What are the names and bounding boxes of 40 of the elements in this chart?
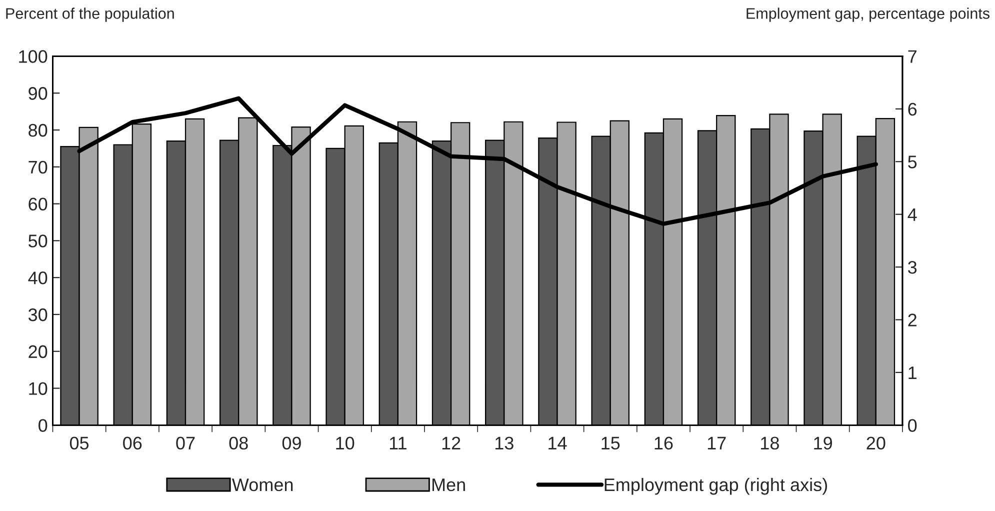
legend-label: Employment gap (right axis) [604, 478, 827, 495]
y2-tick-label: 0 [908, 419, 917, 432]
y2-tick-label: 4 [908, 208, 917, 221]
y2-tick-label: 3 [908, 260, 917, 274]
y-tick-label: 90 [28, 87, 48, 100]
legend-label: Men [432, 478, 465, 492]
x-tick-label: 10 [336, 436, 354, 450]
x-tick-label: 12 [442, 436, 460, 450]
x-tick-label: 18 [761, 436, 779, 450]
y-tick-label: 0 [38, 419, 48, 432]
y2-tick-label: 1 [908, 366, 916, 379]
y-tick-label: 60 [28, 198, 48, 211]
x-tick-label: 20 [866, 436, 886, 450]
legend-label: Women [232, 478, 293, 492]
y-tick-label: 70 [28, 160, 48, 174]
y-tick-label: 20 [28, 345, 48, 358]
y-tick-label: 10 [29, 382, 48, 395]
y2-axis-title: Employment gap, percentage points [746, 8, 990, 22]
y-axis-title: Percent of the population [6, 8, 174, 22]
x-tick-label: 14 [548, 436, 567, 450]
x-tick-label: 11 [390, 436, 406, 450]
x-tick-label: 13 [495, 436, 514, 450]
y-tick-label: 50 [28, 234, 48, 248]
x-tick-label: 15 [602, 436, 620, 450]
x-tick-label: 05 [70, 436, 89, 450]
y-tick-label: 30 [28, 308, 48, 322]
x-tick-label: 06 [123, 436, 142, 450]
x-tick-label: 07 [176, 436, 195, 450]
y-tick-label: 40 [28, 272, 48, 284]
x-tick-label: 16 [654, 436, 673, 450]
x-tick-label: 08 [229, 436, 248, 450]
y2-tick-label: 2 [908, 314, 916, 326]
y2-tick-label: 7 [908, 50, 916, 63]
x-tick-label: 19 [814, 436, 832, 450]
x-tick-label: 09 [282, 436, 301, 450]
x-tick-label: 17 [708, 436, 726, 450]
y-tick-label: 100 [19, 50, 48, 63]
y2-tick-label: 6 [908, 102, 917, 116]
y-tick-label: 80 [28, 124, 48, 137]
y2-tick-label: 5 [908, 156, 917, 168]
